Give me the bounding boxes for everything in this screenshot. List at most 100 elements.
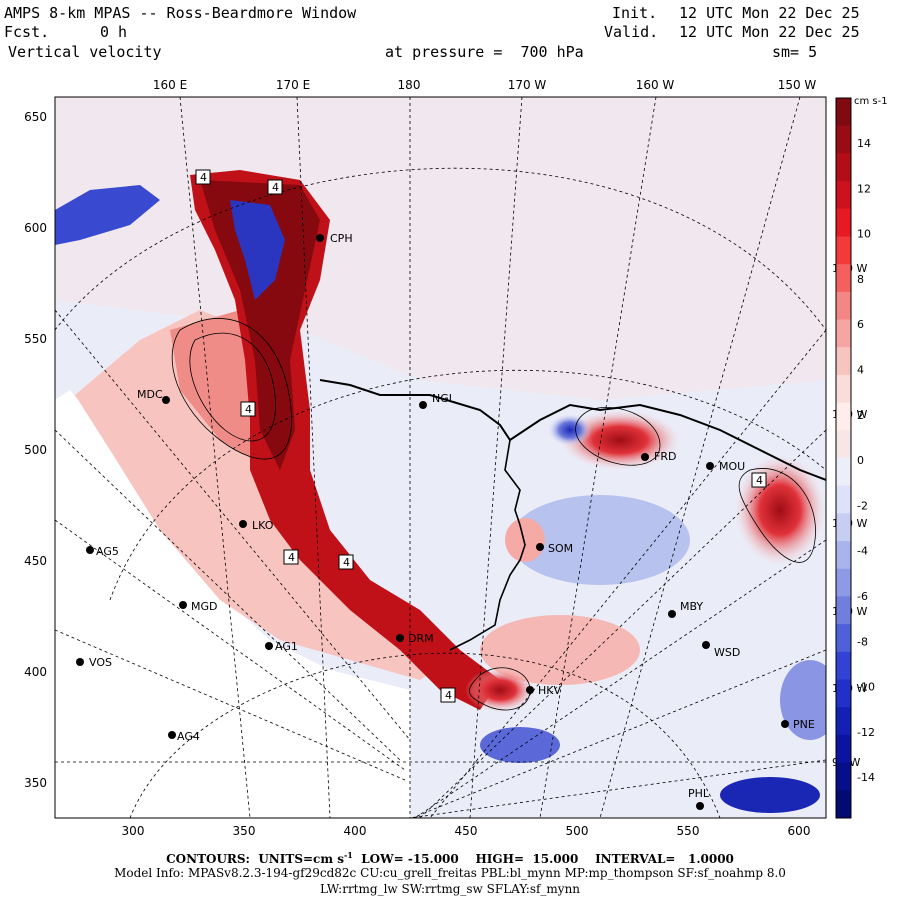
colorbar-swatch: [836, 624, 851, 653]
colorbar-swatch: [836, 430, 851, 459]
y-tick-label: 450: [24, 554, 47, 568]
station-label-cph: CPH: [330, 232, 353, 245]
y-tick-label: 500: [24, 443, 47, 457]
low-value: LOW= -15.000: [361, 852, 459, 866]
colorbar-swatch: [836, 98, 851, 127]
colorbar-tick-label: 2: [857, 409, 864, 422]
station-label-drm: DRM: [408, 632, 434, 645]
colorbar-tick-label: 8: [857, 273, 864, 286]
station-label-phl: PHL: [688, 787, 710, 800]
colorbar-tick-label: 6: [857, 318, 864, 331]
contour-box: [751, 472, 767, 488]
colorbar-tick-label: -8: [857, 635, 868, 648]
station-dot-mgd: [179, 601, 187, 609]
map-title: AMPS 8-km MPAS -- Ross-Beardmore Window: [4, 4, 357, 22]
downdraft-south: [480, 727, 560, 763]
station-label-pne: PNE: [793, 718, 815, 731]
init-label: Init.: [612, 4, 658, 22]
colorbar-tick-label: 12: [857, 182, 871, 195]
station-markers: CPH NGL MDC FRD MOU AG5 MGD AG1 VOS AG4 …: [76, 232, 815, 810]
units-exponent: -1: [343, 850, 353, 860]
colorbar-swatch: [836, 458, 851, 487]
pressure-level: at pressure = 700 hPa: [385, 43, 584, 61]
station-label-hkv: HKV: [538, 684, 561, 697]
x-tick-label: 350: [233, 824, 256, 838]
colorbar-swatch: [836, 762, 851, 791]
contour-box-label: 4: [245, 403, 252, 416]
x-axis: 300 350 400 450 500 550 600: [122, 824, 811, 838]
updraft-east-2: [735, 455, 825, 565]
coastline-north: [319, 379, 826, 481]
field-name: Vertical velocity: [8, 43, 162, 61]
station-dot-frd: [641, 453, 649, 461]
station-label-ag5: AG5: [96, 545, 119, 558]
lon-label: 170 E: [276, 78, 310, 92]
station-label-vos: VOS: [89, 656, 112, 669]
colorbar-tick-label: -10: [857, 681, 875, 694]
colorbar-swatch: [836, 651, 851, 681]
station-label-mou: MOU: [719, 460, 745, 473]
contour-box-label: 4: [272, 181, 279, 194]
station-dot-mdc: [162, 396, 170, 404]
top-lon-labels: 160 E 170 E 180 170 W 160 W 150 W: [153, 78, 817, 92]
station-label-mdc: MDC: [137, 388, 163, 401]
station-label-ngl: NGL: [432, 392, 456, 405]
contour-box: [338, 554, 354, 570]
x-tick-label: 500: [566, 824, 589, 838]
station-dot-ngl: [419, 401, 427, 409]
colorbar-swatch: [836, 485, 851, 514]
contour-box-label: 4: [756, 474, 763, 487]
graticule: [55, 97, 826, 818]
colorbar-units: cm s-1: [854, 96, 888, 107]
colorbar-swatch: [836, 541, 851, 570]
contour-box-label: 4: [200, 171, 207, 184]
contour-box: [240, 401, 256, 417]
station-label-som: SOM: [548, 542, 573, 555]
station-label-frd: FRD: [654, 450, 676, 463]
model-info: Model Info: MPASv8.2.3-194-gf29cd82c CU:…: [114, 866, 786, 880]
updraft-south-core: [465, 668, 535, 712]
updraft-som: [505, 518, 545, 562]
high-value: HIGH= 15.000: [475, 852, 579, 866]
lon-label: 180: [398, 78, 421, 92]
station-label-ag1: AG1: [275, 640, 298, 653]
station-label-wsd: WSD: [714, 646, 740, 659]
station-dot-vos: [76, 658, 84, 666]
smoothing-value: sm= 5: [772, 43, 818, 61]
colorbar-swatch: [836, 181, 851, 210]
y-axis: 650 600 550 500 450 400 350: [24, 110, 47, 790]
station-dot-mby: [668, 610, 676, 618]
colorbar-swatch: [836, 291, 851, 321]
colorbar-swatch: [836, 568, 851, 597]
colorbar-tick-label: 14: [857, 137, 871, 150]
contour-lines: [171, 318, 816, 711]
colorbar-swatch: [836, 513, 851, 542]
colorbar-swatch: [836, 236, 851, 265]
downdraft-southeast: [720, 777, 820, 813]
contour-box-label: 4: [288, 551, 295, 564]
contour-box-label: 4: [445, 689, 452, 702]
fcst-label: Fcst.: [4, 23, 50, 41]
units-label: UNITS=cm s: [258, 852, 344, 866]
map-field: [55, 97, 826, 818]
colorbar: [835, 97, 852, 819]
colorbar-tick-label: -12: [857, 726, 875, 739]
downdraft-east-core: [548, 414, 592, 446]
x-tick-label: 550: [677, 824, 700, 838]
colorbar-swatch: [836, 208, 851, 237]
station-dot-drm: [396, 634, 404, 642]
station-dot-som: [536, 543, 544, 551]
colorbar-swatch: [836, 319, 851, 348]
map-frame: [54, 96, 827, 819]
downdraft-east: [510, 495, 690, 585]
downdraft-northwest: [55, 185, 160, 245]
colorbar-swatch: [836, 707, 851, 736]
colorbar-swatch: [836, 125, 851, 154]
contour-info: CONTOURS: UNITS=cm s-1 LOW= -15.000 HIGH…: [0, 850, 900, 866]
contour-box: [283, 549, 299, 565]
model-info-2: LW:rrtmg_lw SW:rrtmg_sw SFLAY:sf_mynn: [319, 882, 581, 896]
station-dot-pne: [781, 720, 789, 728]
station-label-ag4: AG4: [177, 730, 200, 743]
lon-label: 160 E: [153, 78, 187, 92]
